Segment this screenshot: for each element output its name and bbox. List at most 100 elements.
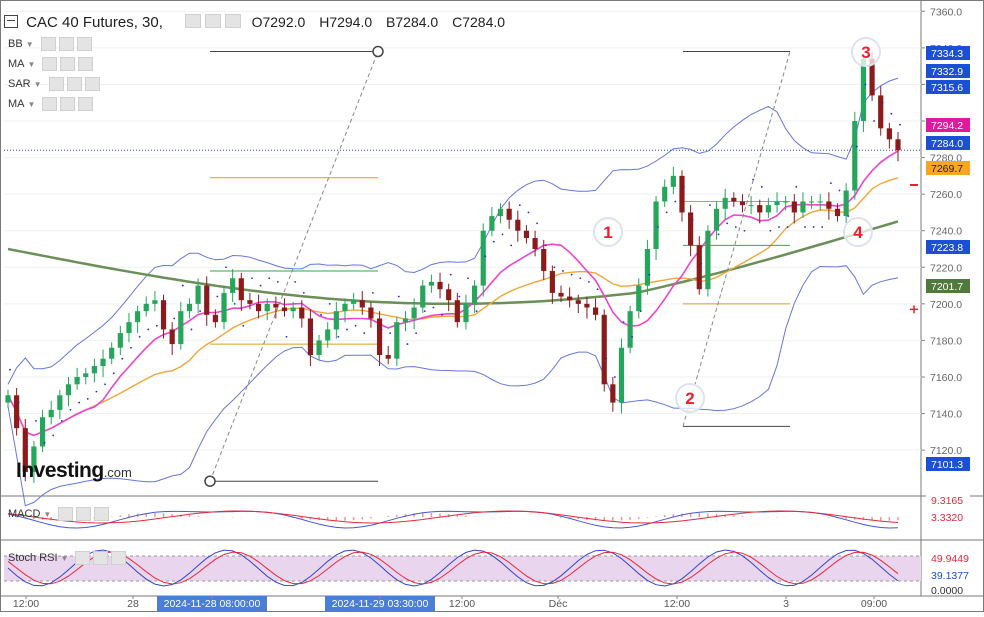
price-label-box	[926, 136, 970, 150]
handle-point	[372, 45, 384, 58]
candle-body	[178, 311, 184, 345]
hide-icon[interactable]	[66, 77, 82, 91]
hide-icon[interactable]	[93, 551, 109, 565]
chart-header: CAC 40 Futures, 30, O7292.0 H7294.0 B728…	[4, 14, 515, 31]
sar-dot	[17, 401, 20, 404]
settings-icon[interactable]	[42, 97, 58, 111]
ohlc-readout: O7292.0 H7294.0 B7284.0 C7284.0	[252, 14, 515, 30]
chevron-down-icon[interactable]: ▼	[27, 59, 36, 69]
chevron-down-icon[interactable]: ▼	[33, 79, 42, 89]
trend-line	[209, 51, 379, 482]
sar-dot	[501, 233, 504, 236]
candle-body	[437, 281, 443, 290]
chevron-down-icon[interactable]: ▼	[60, 553, 69, 563]
hide-icon[interactable]	[60, 97, 76, 111]
time-label-box	[325, 596, 435, 611]
indicator-bb[interactable]: BB ▼	[8, 37, 92, 51]
candle-body	[601, 314, 607, 385]
indicator-ma[interactable]: MA ▼	[8, 57, 94, 71]
sar-dot	[242, 324, 245, 327]
sar-dot	[657, 226, 659, 228]
hamburger-icon[interactable]	[4, 15, 18, 28]
candle-body	[541, 249, 547, 271]
price-label-box	[926, 240, 970, 254]
sar-dot	[588, 281, 590, 283]
sar-dot	[838, 189, 841, 192]
close-icon[interactable]	[225, 14, 242, 28]
candle-body	[558, 292, 564, 297]
candle-body	[713, 208, 720, 231]
candle-body	[774, 201, 780, 206]
settings-icon[interactable]	[185, 14, 202, 28]
instrument-title: CAC 40 Futures, 30,	[26, 14, 163, 31]
candle-body	[834, 208, 841, 217]
candle-body	[152, 300, 158, 304]
hide-icon[interactable]	[58, 37, 74, 51]
stoch-value-label: 0.0000	[931, 585, 963, 597]
candle-body	[731, 197, 737, 202]
axis-tick-label: 7180.0	[930, 335, 962, 347]
stoch-rsi-label[interactable]: Stoch RSI ▼	[8, 551, 127, 565]
settings-icon[interactable]	[75, 551, 91, 565]
settings-icon[interactable]	[48, 77, 64, 91]
hide-icon[interactable]	[205, 14, 222, 28]
bb-upper	[7, 77, 899, 385]
candle-body	[878, 95, 884, 129]
time-tick-label: 2024-11-29 03:30:00	[332, 598, 429, 610]
candle-body	[826, 201, 832, 209]
sar-dot	[631, 335, 634, 338]
chevron-down-icon[interactable]: ▼	[43, 509, 52, 519]
settings-icon[interactable]	[40, 37, 56, 51]
sar-dot	[881, 101, 884, 104]
macd-label-box	[926, 510, 970, 523]
sar-dot	[683, 185, 685, 188]
close-icon[interactable]	[111, 551, 127, 565]
settings-icon[interactable]	[42, 57, 58, 71]
chevron-down-icon[interactable]: ▼	[25, 39, 34, 49]
sar-dot	[130, 346, 132, 349]
price-label-box	[926, 279, 970, 293]
sar-dot	[155, 324, 158, 327]
candle-body	[809, 201, 815, 203]
hide-icon[interactable]	[60, 57, 76, 71]
close-icon[interactable]	[78, 57, 94, 71]
sar-dot	[890, 112, 893, 115]
close-icon[interactable]	[78, 97, 94, 111]
close-icon[interactable]	[76, 37, 92, 51]
price-label: 7101.3	[931, 459, 963, 471]
stoch-value-label: 39.1377	[931, 570, 969, 582]
price-axis: 7360.07340.07320.07300.07280.07260.07240…	[921, 6, 970, 471]
settings-icon[interactable]	[58, 507, 74, 521]
sar-dot	[225, 266, 227, 269]
sar-dot	[510, 244, 513, 247]
time-tick-label: 2024-11-28 08:00:00	[164, 598, 261, 610]
hide-icon[interactable]	[76, 507, 92, 521]
price-label-box	[926, 118, 970, 132]
indicator-ma-2[interactable]: MA ▼	[8, 97, 94, 111]
sar-dot	[121, 357, 124, 360]
time-tick-label: 12:00	[449, 598, 475, 610]
sar-dot	[233, 302, 236, 305]
annotation-label: 4	[853, 223, 863, 242]
indicator-sar[interactable]: SAR ▼	[8, 77, 100, 91]
sar-dot	[43, 441, 46, 444]
price-label-box	[926, 80, 970, 94]
macd-label[interactable]: MACD ▼	[8, 507, 110, 521]
candle-body	[446, 289, 452, 301]
sar-dot	[251, 277, 253, 280]
close-icon[interactable]	[94, 507, 110, 521]
candle-body	[454, 300, 460, 323]
candle-body	[273, 303, 279, 308]
axis-tick-label: 7240.0	[930, 226, 962, 238]
close-icon[interactable]	[84, 77, 100, 91]
sar-dot	[328, 302, 331, 305]
time-tick-label: 12:00	[13, 598, 39, 610]
candle-body	[705, 230, 711, 290]
macd-value-label: 3.3320	[931, 512, 963, 524]
chevron-down-icon[interactable]: ▼	[27, 99, 36, 109]
sar-dot	[164, 302, 167, 305]
close-value: 7284.0	[462, 14, 506, 30]
candle-body	[679, 175, 685, 213]
sar-dot	[354, 324, 357, 327]
